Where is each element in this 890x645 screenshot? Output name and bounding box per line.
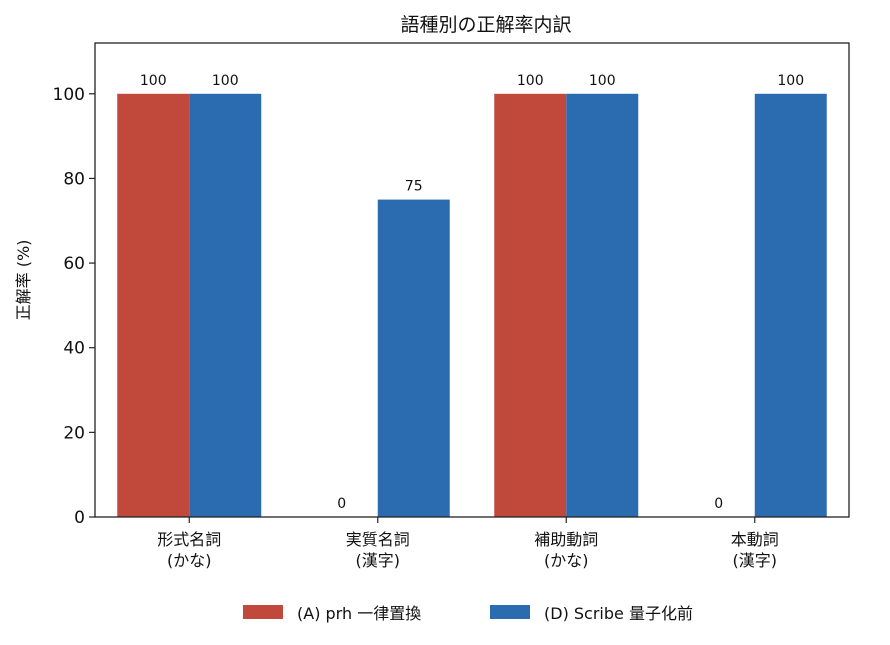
x-tick-label: 本動詞	[731, 530, 779, 549]
axes-group: 0 20 40 60 80 100 形式名詞 (かな) 実質名詞 (漢字) 補助動詞 (かな) 本動詞 (…	[53, 42, 850, 570]
bar-1-1	[117, 93, 190, 518]
bars-group	[117, 93, 827, 518]
y-tick-label: 60	[63, 254, 85, 274]
data-label: 100	[517, 73, 544, 89]
data-labels-group: 100 100 0 75 100 100 0 100	[140, 73, 804, 512]
x-tick-label: 形式名詞	[157, 530, 221, 549]
x-tick-label: 補助動詞	[534, 530, 598, 549]
data-label: 100	[140, 73, 167, 89]
data-label: 100	[212, 73, 239, 89]
data-label: 100	[777, 73, 804, 89]
bar-2-1	[189, 93, 262, 518]
x-tick-label: 実質名詞	[346, 530, 410, 549]
x-tick-label: (漢字)	[733, 551, 778, 570]
data-label: 0	[337, 496, 346, 512]
legend-label: (D) Scribe 量子化前	[544, 604, 693, 623]
legend-swatch	[243, 605, 283, 619]
y-axis-label: 正解率 (%)	[14, 240, 33, 321]
legend-label: (A) prh 一律置換	[297, 604, 421, 623]
y-tick-label: 100	[53, 85, 85, 105]
y-tick-label: 0	[74, 508, 85, 528]
bar-2-2	[377, 199, 450, 517]
legend-swatch	[490, 605, 530, 619]
plot-frame	[94, 42, 850, 518]
bar-2-3	[566, 93, 639, 518]
y-tick-label: 40	[63, 339, 85, 359]
y-tick-label: 80	[63, 169, 85, 189]
bar-2-4	[754, 93, 827, 518]
chart-title: 語種別の正解率内訳	[400, 14, 571, 36]
x-tick-label: (かな)	[167, 551, 212, 570]
data-label: 75	[405, 179, 423, 195]
data-label: 100	[589, 73, 616, 89]
bar-1-3	[494, 93, 567, 518]
x-tick-label: (漢字)	[356, 551, 401, 570]
y-tick-label: 20	[63, 423, 85, 443]
x-tick-label: (かな)	[544, 551, 589, 570]
data-label: 0	[714, 496, 723, 512]
legend: (A) prh 一律置換 (D) Scribe 量子化前	[243, 604, 693, 623]
